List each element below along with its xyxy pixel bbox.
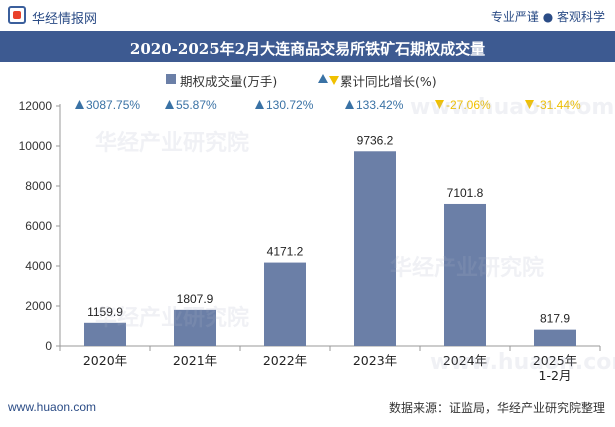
logo-icon [8, 6, 26, 24]
bar [84, 322, 126, 346]
y-tick-label: 2000 [25, 299, 52, 313]
growth-label: 130.72% [266, 98, 314, 112]
y-tick-label: 4000 [25, 259, 52, 273]
x-tick-label: 2024年 [443, 353, 487, 368]
tagline: 专业严谨 ● 客观科学 [490, 10, 605, 24]
bar [444, 203, 486, 346]
title-bar: 2020-2025年2月大连商品交易所铁矿石期权成交量 [0, 31, 615, 62]
growth-label: -27.06% [446, 98, 491, 112]
brand-name: 华经情报网 [32, 12, 98, 27]
x-tick-label: 2021年 [173, 353, 217, 368]
y-tick-label: 12000 [19, 99, 53, 113]
footer-site: www.huaon.com [8, 400, 97, 414]
x-tick-label: 1-2月 [539, 368, 572, 383]
bar-value-label: 1807.9 [177, 292, 214, 306]
bar-value-label: 7101.8 [447, 186, 484, 200]
x-tick-label: 2025年 [533, 353, 577, 368]
x-tick-label: 2023年 [353, 353, 397, 368]
legend-up-triangle-icon [318, 74, 328, 83]
footer: www.huaon.com 数据来源：证监局，华经产业研究院整理 [0, 393, 615, 427]
y-tick-label: 0 [45, 339, 52, 353]
y-tick-label: 8000 [25, 179, 52, 193]
growth-up-triangle-icon [255, 100, 264, 109]
bar-value-label: 817.9 [540, 312, 570, 326]
bar [174, 309, 216, 346]
bar [264, 262, 306, 346]
growth-up-triangle-icon [345, 100, 354, 109]
growth-label: 133.42% [356, 98, 404, 112]
growth-down-triangle-icon [525, 100, 534, 109]
bar-value-label: 4171.2 [267, 245, 304, 259]
chart-title: 2020-2025年2月大连商品交易所铁矿石期权成交量 [129, 40, 486, 58]
growth-label: 3087.75% [86, 98, 140, 112]
growth-label: -31.44% [536, 98, 581, 112]
bar-value-label: 9736.2 [357, 133, 394, 147]
growth-up-triangle-icon [75, 100, 84, 109]
x-tick-label: 2022年 [263, 353, 307, 368]
top-bar: 华经情报网 专业严谨 ● 客观科学 [0, 0, 615, 31]
growth-label: 55.87% [176, 98, 217, 112]
legend-bar-label: 期权成交量(万手) [180, 74, 278, 89]
legend-growth-label: 累计同比增长(%) [340, 74, 437, 89]
growth-up-triangle-icon [165, 100, 174, 109]
x-tick-label: 2020年 [83, 353, 127, 368]
bar [534, 329, 576, 346]
legend: 期权成交量(万手) 累计同比增长(%) [0, 71, 615, 89]
y-tick-label: 6000 [25, 219, 52, 233]
growth-down-triangle-icon [435, 100, 444, 109]
footer-source: 数据来源：证监局，华经产业研究院整理 [388, 401, 605, 415]
legend-down-triangle-icon [329, 76, 339, 85]
y-tick-label: 10000 [19, 139, 53, 153]
bar [354, 151, 396, 346]
legend-bar-swatch [166, 74, 176, 84]
bar-value-label: 1159.9 [87, 305, 123, 319]
